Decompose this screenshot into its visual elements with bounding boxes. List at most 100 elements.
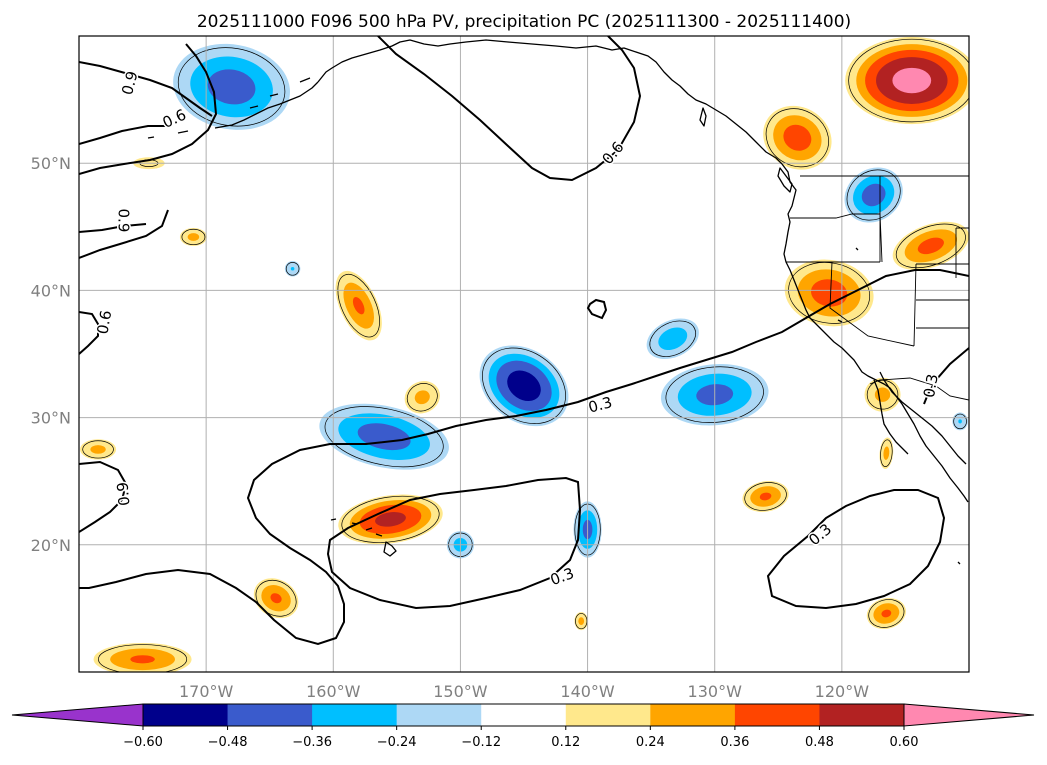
precip-anomaly-12 bbox=[784, 259, 874, 327]
y-tick-label-1: 30°N bbox=[31, 409, 71, 428]
colorbar-tick-label-4: −0.12 bbox=[461, 735, 501, 750]
colorbar-segment-3 bbox=[396, 704, 482, 726]
precip-level-20-3 bbox=[881, 609, 892, 618]
contour-label-6: 0.9 bbox=[113, 481, 133, 506]
map-frame bbox=[78, 35, 970, 673]
colorbar: −0.60 −0.48 −0.36 −0.24 −0.12 0.12 0.24 0.36 0.4… bbox=[11, 703, 1035, 750]
bc-washington-coast bbox=[781, 163, 969, 503]
precip-level-3-4 bbox=[507, 370, 541, 402]
gridlines bbox=[79, 36, 969, 672]
precip-anomaly-22 bbox=[879, 437, 894, 469]
precip-level-15-3 bbox=[352, 296, 365, 315]
precip-level-14-4 bbox=[375, 512, 406, 527]
precip-level-4-2 bbox=[658, 327, 688, 350]
coastline-layer bbox=[147, 39, 969, 565]
precip-anomaly-4 bbox=[646, 318, 699, 360]
x-tick-label-1: 160°W bbox=[306, 682, 361, 701]
colorbar-segment-0 bbox=[143, 704, 229, 726]
aleutian-islands bbox=[147, 77, 319, 139]
x-axis-tick-labels: 170°W 160°W 150°W 140°W 130°W 120°W bbox=[179, 682, 869, 701]
colorbar-segment-2 bbox=[312, 704, 398, 726]
precip-level-16-2 bbox=[414, 390, 430, 405]
precip-level-26-2 bbox=[578, 617, 585, 625]
precip-anomaly-19 bbox=[742, 480, 789, 512]
precip-anomaly-17 bbox=[253, 578, 299, 619]
precip-level-24-2 bbox=[187, 233, 200, 241]
precip-anomaly-8 bbox=[284, 261, 301, 277]
precip-level-0-3 bbox=[207, 69, 256, 105]
colorbar-tick-label-3: −0.24 bbox=[377, 735, 417, 750]
pv-contour-0.9-southwest bbox=[79, 460, 128, 533]
political-borders bbox=[786, 175, 969, 401]
precip-level-11-3 bbox=[783, 124, 812, 151]
colorbar-segment-4 bbox=[481, 704, 567, 726]
pv-contour-0.3-coast bbox=[923, 347, 969, 405]
precip-level-8-2 bbox=[290, 266, 295, 271]
baja-peninsula bbox=[873, 379, 909, 455]
colorbar-tick-label-9: 0.60 bbox=[890, 735, 919, 750]
map-panel: 0.90.60.60.90.60.30.90.30.30.3 bbox=[78, 35, 970, 673]
colorbar-tick-label-2: −0.36 bbox=[292, 735, 332, 750]
precip-anomaly-18 bbox=[93, 642, 192, 672]
haida-gwaii bbox=[699, 107, 707, 127]
y-axis-tick-labels: 20°N 30°N 40°N 50°N bbox=[31, 154, 71, 555]
precip-anomaly-26 bbox=[574, 612, 588, 631]
y-tick-label-2: 40°N bbox=[31, 281, 71, 300]
pv-contour-0.6-west bbox=[79, 311, 99, 355]
pv-contour-0.3-hawaii-loop bbox=[326, 476, 582, 610]
gulf-of-california-east bbox=[879, 371, 967, 465]
precip-anomaly-11 bbox=[763, 105, 832, 170]
y-tick-label-0: 20°N bbox=[31, 536, 71, 555]
precip-level-10-5 bbox=[892, 67, 932, 94]
pv-contour-0.9-west bbox=[79, 209, 169, 259]
y-tick-label-3: 50°N bbox=[31, 154, 71, 173]
colorbar-tick-label-0: −0.60 bbox=[123, 735, 163, 750]
precip-level-17-3 bbox=[270, 593, 282, 604]
precip-level-21-2 bbox=[874, 387, 891, 402]
precip-anomaly-7 bbox=[844, 167, 903, 223]
colorbar-segment-6 bbox=[650, 704, 736, 726]
state-borders bbox=[786, 176, 969, 347]
x-tick-label-4: 130°W bbox=[688, 682, 743, 701]
precip-anomaly-3 bbox=[479, 345, 569, 427]
pv-contour-0.3-main bbox=[79, 269, 969, 646]
x-tick-label-3: 140°W bbox=[560, 682, 615, 701]
pv-contour-0.9-northwest bbox=[79, 61, 213, 145]
x-tick-label-5: 120°W bbox=[815, 682, 870, 701]
pv-contour-layer bbox=[79, 36, 969, 646]
precip-anomaly-10 bbox=[845, 36, 969, 125]
hawaii-islands bbox=[330, 518, 397, 557]
precip-level-18-3 bbox=[130, 655, 155, 664]
precip-anomaly-2 bbox=[319, 403, 449, 470]
colorbar-tick-label-8: 0.48 bbox=[805, 735, 834, 750]
precip-level-23-2 bbox=[90, 445, 106, 454]
colorbar-tick-label-7: 0.36 bbox=[720, 735, 749, 750]
precip-anomaly-16 bbox=[404, 381, 440, 414]
colorbar-segment-8 bbox=[819, 704, 905, 726]
precip-anomaly-14 bbox=[338, 494, 443, 545]
vancouver-island bbox=[777, 167, 793, 193]
precip-anomaly-20 bbox=[866, 597, 906, 630]
channel-islands bbox=[837, 247, 961, 565]
colorbar-extend-high bbox=[903, 703, 1035, 727]
pv-contour-0.6-islet bbox=[586, 298, 608, 320]
precip-anomaly-13 bbox=[892, 221, 969, 270]
x-tick-label-2: 150°W bbox=[433, 682, 488, 701]
chart-title: 2025111000 F096 500 hPa PV, precipitatio… bbox=[197, 12, 851, 32]
colorbar-tick-label-6: 0.24 bbox=[636, 735, 665, 750]
colorbar-segment-1 bbox=[227, 704, 313, 726]
precip-anomaly-23 bbox=[80, 439, 117, 460]
colorbar-tick-label-5: 0.12 bbox=[551, 735, 580, 750]
precip-level-9-2 bbox=[958, 419, 962, 424]
colorbar-extend-low bbox=[11, 703, 144, 727]
us-mexico-border bbox=[869, 377, 969, 401]
colorbar-segment-5 bbox=[565, 704, 651, 726]
x-tick-label-0: 170°W bbox=[179, 682, 234, 701]
colorbar-tick-label-1: −0.48 bbox=[208, 735, 248, 750]
pv-contour-0.6-northwest bbox=[79, 43, 218, 175]
colorbar-segment-7 bbox=[734, 704, 820, 726]
alaska-coast bbox=[317, 39, 783, 165]
contour-label-3: 0.9 bbox=[115, 209, 133, 233]
precip-level-22-2 bbox=[883, 446, 890, 460]
